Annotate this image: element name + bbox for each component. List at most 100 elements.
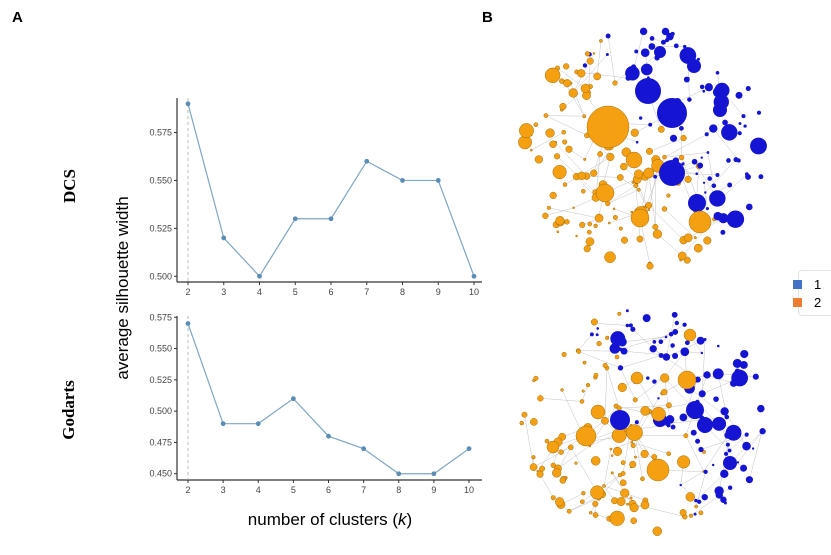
node-cluster-1 [697,499,702,504]
x-tick-label: 8 [400,287,405,297]
network-edge [578,351,621,369]
x-tick-label: 2 [185,485,190,495]
node-cluster-2 [651,406,666,422]
node-cluster-2 [544,67,561,84]
x-tick-label: 3 [221,485,226,495]
network-edge [610,442,632,450]
node-cluster-2 [583,157,587,161]
node-cluster-2 [685,492,696,502]
node-cluster-1 [690,429,697,436]
node-cluster-2 [688,210,712,234]
x-axis-title: number of clusters (k) [180,510,480,530]
node-cluster-2 [616,174,624,181]
node-cluster-1 [736,461,740,464]
node-cluster-2 [585,237,595,246]
node-cluster-1 [752,373,759,380]
node-cluster-2 [612,80,618,86]
node-cluster-1 [661,27,670,36]
node-cluster-2 [666,193,671,198]
network-edge [664,351,685,378]
node-cluster-1 [720,469,729,479]
x-axis-title-prefix: number of clusters ( [247,510,399,529]
node-cluster-2 [661,388,668,396]
node-cluster-1 [713,94,729,110]
node-cluster-1 [709,190,726,207]
node-cluster-2 [625,151,643,169]
node-cluster-2 [630,443,636,449]
network-edge [594,323,628,326]
node-cluster-1 [725,442,730,447]
legend-label-2: 2 [814,295,822,310]
node-cluster-1 [740,349,749,359]
network-edge [545,115,585,117]
node-cluster-1 [744,432,749,437]
node-cluster-1 [640,48,650,58]
node-cluster-1 [673,43,679,49]
node-cluster-1 [698,446,704,453]
data-point [221,235,227,241]
node-cluster-2 [693,243,703,253]
x-tick-label: 4 [256,485,261,495]
node-cluster-2 [609,510,625,526]
node-cluster-2 [593,72,602,81]
node-cluster-1 [693,512,697,516]
node-cluster-2 [580,83,590,94]
node-cluster-2 [640,449,649,458]
node-cluster-2 [629,496,633,500]
node-cluster-2 [586,57,594,65]
node-cluster-1 [722,119,728,126]
node-cluster-2 [616,497,626,506]
node-cluster-2 [703,236,712,245]
data-point [326,433,331,439]
node-cluster-2 [693,236,697,240]
network-edge [632,503,685,517]
panel-label-b: B [482,9,493,26]
node-cluster-2 [592,500,599,507]
node-cluster-1 [653,174,658,179]
node-cluster-2 [646,458,670,482]
y-tick-label: 0.475 [149,437,172,447]
node-cluster-1 [630,326,636,332]
node-cluster-2 [652,229,663,239]
node-cluster-2 [577,171,586,180]
node-cluster-1 [742,441,751,451]
node-cluster-2 [620,460,626,465]
node-cluster-1 [731,369,749,387]
data-point [466,446,472,452]
node-cluster-2 [560,388,564,392]
node-cluster-2 [549,140,557,148]
network-edge [569,498,599,512]
node-cluster-2 [594,213,604,223]
legend-label-1: 1 [814,277,822,292]
node-cluster-1 [745,174,751,180]
node-cluster-2 [590,169,598,177]
node-cluster-2 [662,154,667,160]
node-cluster-1 [625,323,630,328]
network-edge [690,487,731,516]
node-cluster-1 [711,463,715,467]
node-cluster-2 [683,256,691,264]
node-cluster-2 [611,428,627,443]
y-tick-label: 0.550 [149,175,172,185]
node-cluster-2 [531,455,536,460]
node-cluster-1 [625,309,629,313]
node-cluster-1 [705,207,709,211]
node-cluster-2 [552,165,567,180]
network-edge [606,367,620,409]
node-cluster-2 [593,223,598,228]
node-cluster-2 [546,205,551,210]
node-cluster-1 [725,424,742,441]
network-edge [631,442,669,454]
node-cluster-1 [703,469,708,474]
node-cluster-2 [666,402,672,409]
chart-dcs: 0.500 0.525 0.550 0.575 2 3 4 5 6 7 8 9 10 [149,98,482,297]
node-cluster-2 [544,438,550,444]
network-edge [607,189,639,204]
node-cluster-1 [704,83,713,92]
node-cluster-2 [679,509,687,516]
data-point [396,471,402,477]
legend-item-1: 1 [793,277,821,292]
node-cluster-2 [529,463,538,471]
network-edge [581,385,589,402]
